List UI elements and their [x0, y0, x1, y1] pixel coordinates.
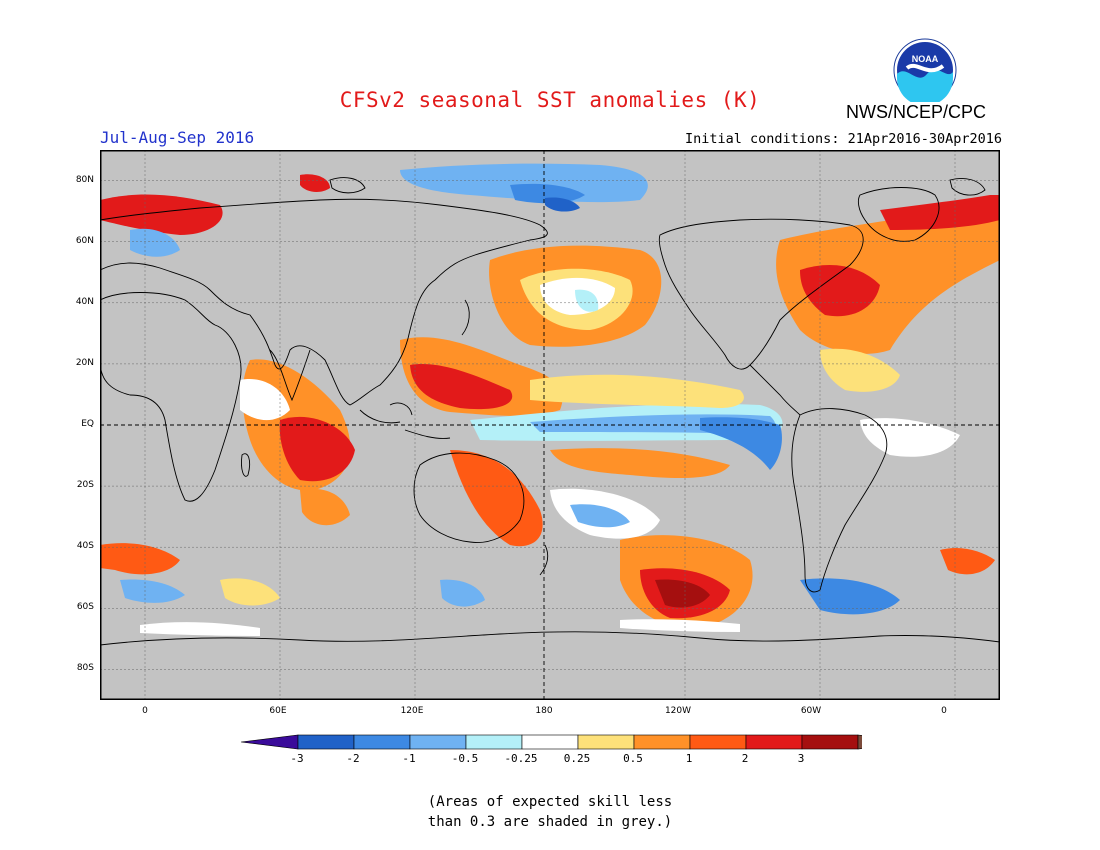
colorbar-swatch [745, 734, 803, 750]
colorbar-swatch [409, 734, 467, 750]
lon-label: 0 [941, 706, 947, 716]
map-title: CFSv2 seasonal SST anomalies (K) [339, 88, 761, 112]
lat-label: 40N [75, 297, 94, 307]
colorbar-swatch [577, 734, 635, 750]
footnote-line: (Areas of expected skill less [427, 794, 673, 810]
colorbar-swatch [297, 734, 355, 750]
colorbar-tick-label: 3 [797, 752, 805, 765]
lat-label: 80S [76, 663, 94, 673]
colorbar-tick-label: -2 [346, 752, 360, 765]
colorbar-tick-label: 0.5 [623, 752, 643, 765]
lat-label: 60S [76, 602, 94, 612]
lat-label: 60N [75, 236, 94, 246]
lat-label: 80N [75, 175, 94, 185]
noaa-logo: NOAA [893, 38, 957, 102]
lon-label: 60W [800, 706, 822, 716]
colorbar-swatch [801, 734, 859, 750]
colorbar-tick-label: 1 [685, 752, 693, 765]
map-frame [100, 150, 1000, 700]
agency-label: NWS/NCEP/CPC [846, 102, 987, 122]
colorbar-swatch [465, 734, 523, 750]
footnote-line: than 0.3 are shaded in grey.) [427, 814, 673, 830]
colorbar-swatch [240, 734, 299, 750]
colorbar-swatch [521, 734, 579, 750]
colorbar-tick-label: -1 [402, 752, 416, 765]
lon-label: 120E [400, 706, 424, 716]
colorbar-tick-label: 0.25 [563, 752, 591, 765]
lon-label: 60E [269, 706, 287, 716]
forecast-season: Jul-Aug-Sep 2016 [100, 128, 255, 147]
lon-label: 0 [142, 706, 148, 716]
lat-label: 40S [76, 541, 94, 551]
colorbar-tick-label: -0.5 [451, 752, 479, 765]
colorbar-tick-label: 2 [741, 752, 749, 765]
lat-label: EQ [81, 419, 94, 429]
colorbar-swatch [633, 734, 691, 750]
coastlines [100, 177, 1000, 646]
lat-label: 20S [76, 480, 94, 490]
skill-footnote: (Areas of expected skill less than 0.3 a… [0, 792, 1100, 832]
initial-conditions: Initial conditions: 21Apr2016-30Apr2016 [685, 131, 1002, 147]
lon-label: 120W [664, 706, 692, 716]
sst-anomaly-map [100, 150, 1000, 700]
lon-label: 180 [535, 706, 553, 716]
lat-label: 20N [75, 358, 94, 368]
svg-text:NOAA: NOAA [912, 54, 939, 64]
colorbar-tick-label: -3 [290, 752, 304, 765]
colorbar-tick-label: -0.25 [504, 752, 538, 765]
colorbar-swatch [353, 734, 411, 750]
colorbar-swatch [689, 734, 747, 750]
anomaly-field [100, 163, 1000, 636]
colorbar-swatch [857, 734, 862, 750]
grid [100, 150, 1000, 700]
colorbar [240, 734, 862, 750]
